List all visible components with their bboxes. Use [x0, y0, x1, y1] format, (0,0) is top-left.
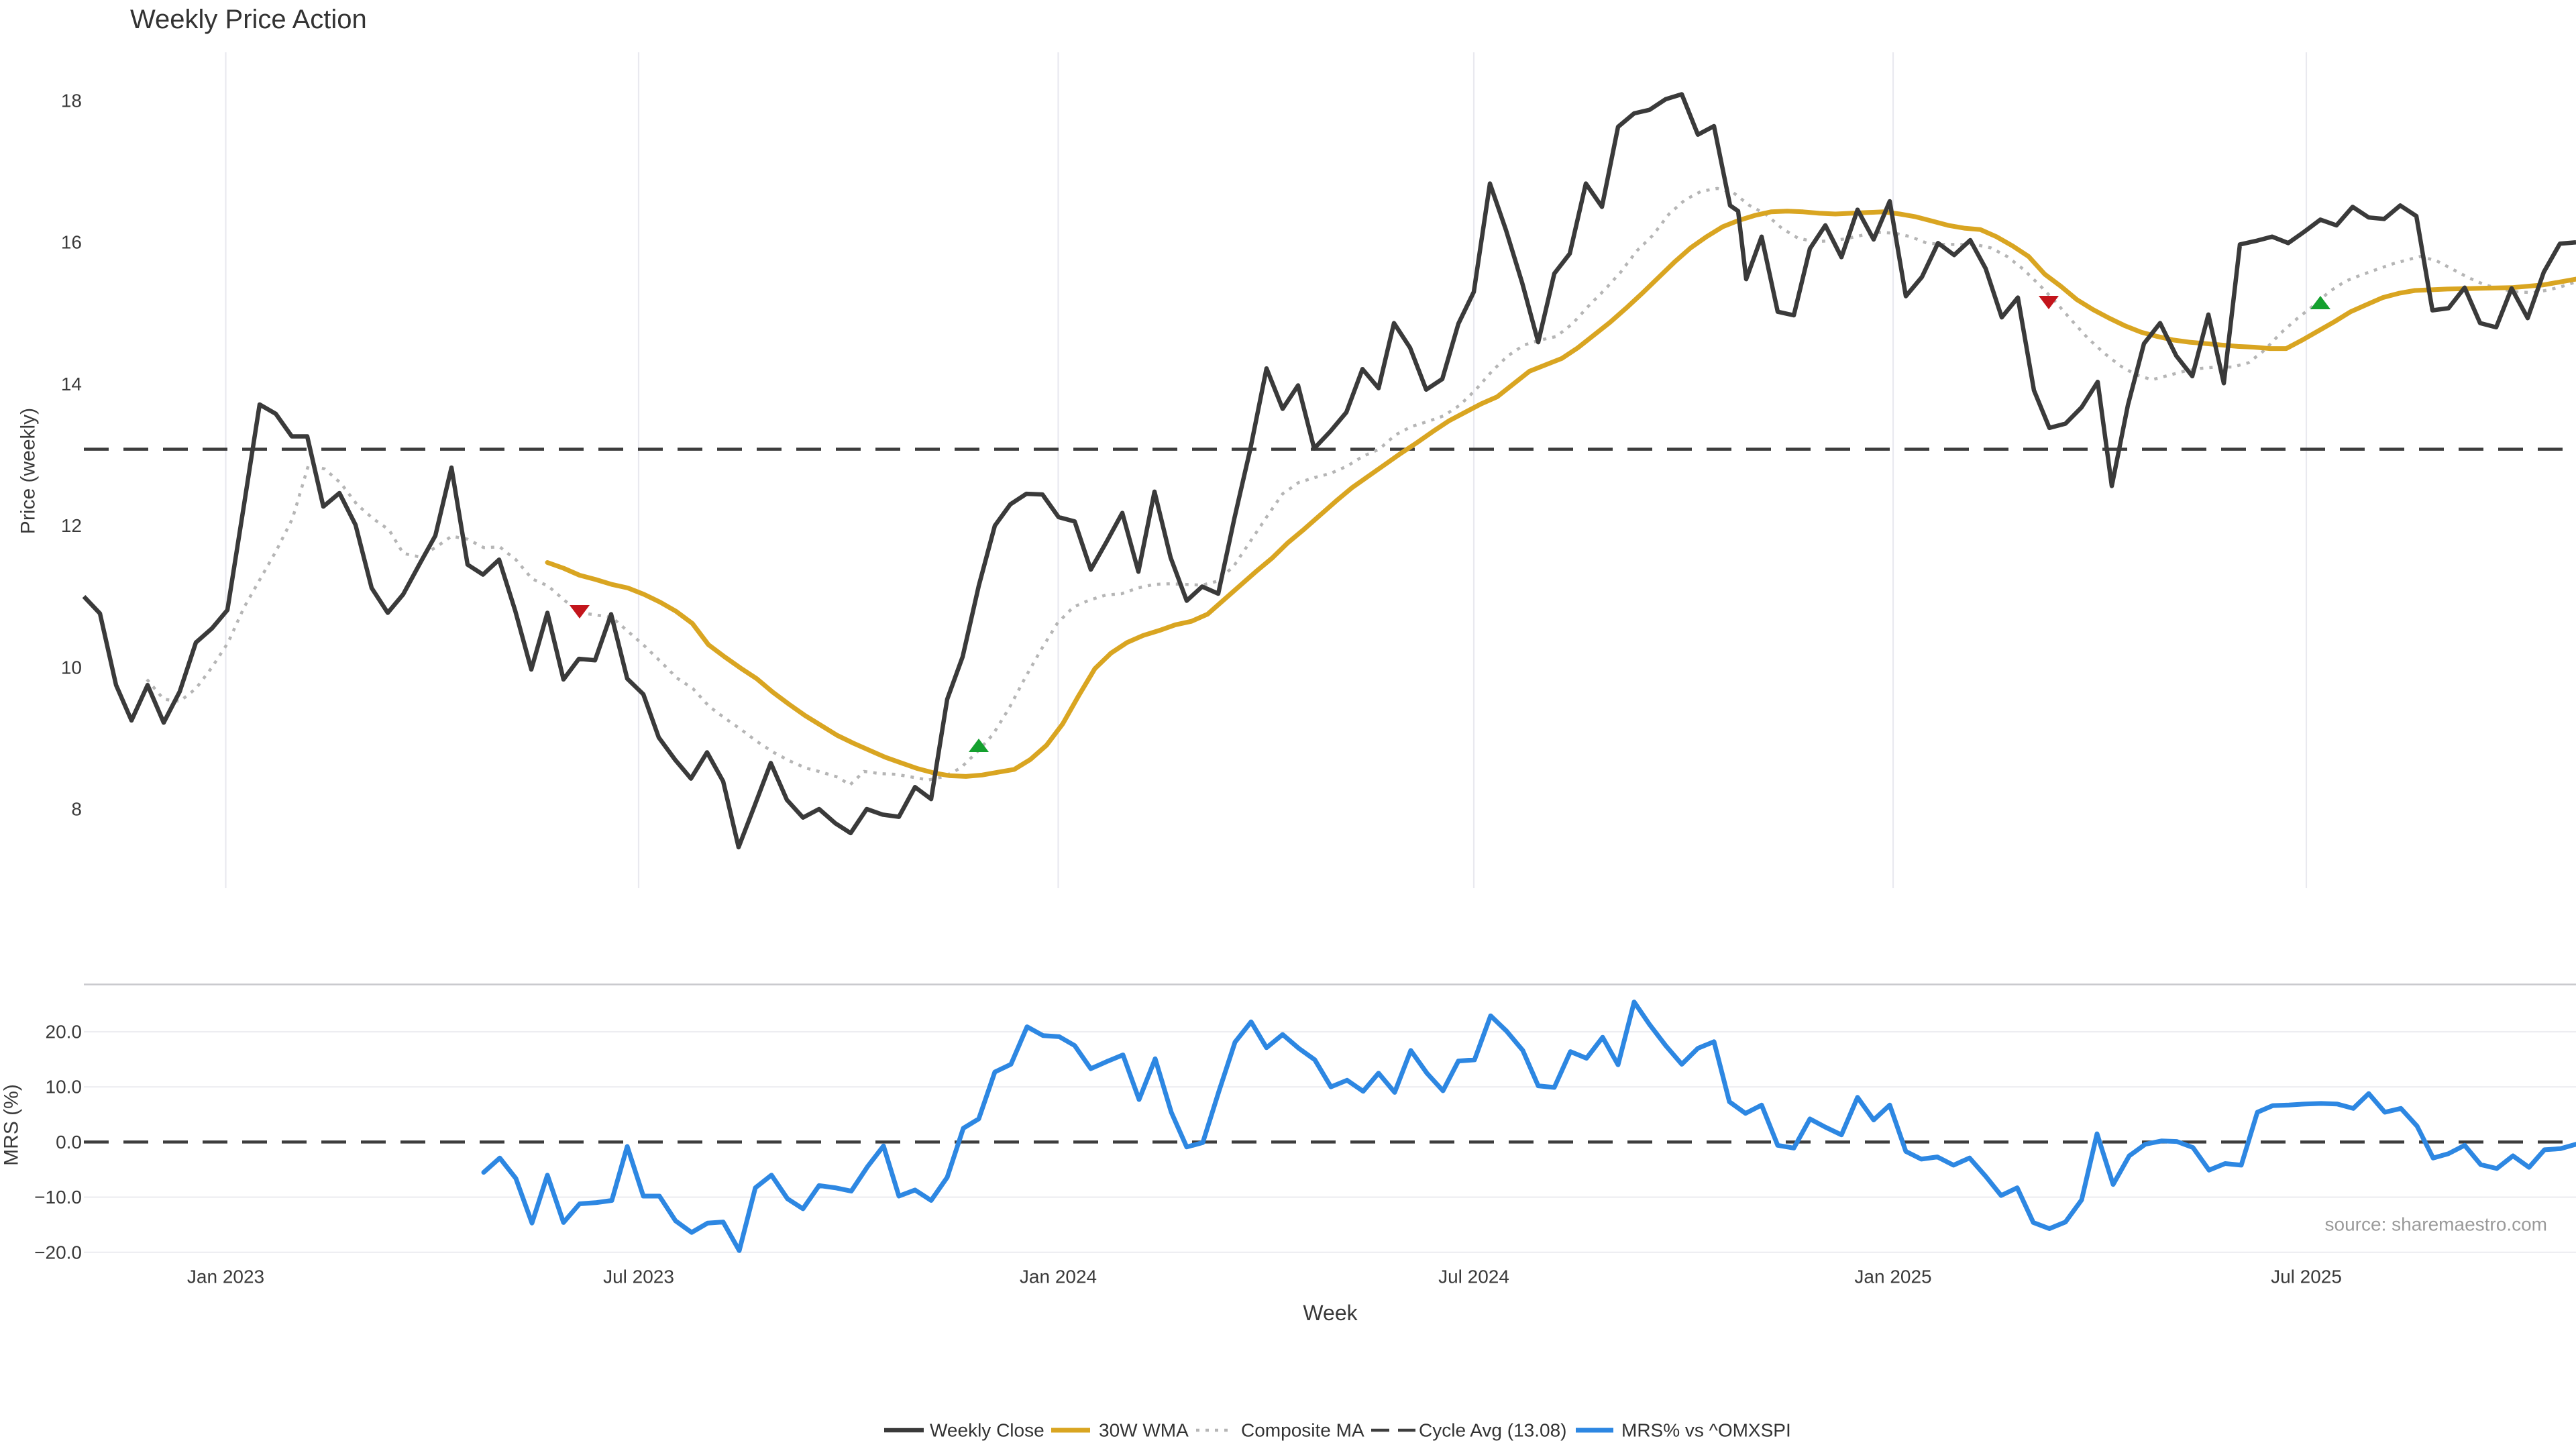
svg-text:Jan 2024: Jan 2024	[1020, 1267, 1097, 1287]
svg-text:10.0: 10.0	[46, 1077, 83, 1097]
svg-text:Jan 2023: Jan 2023	[187, 1267, 264, 1287]
svg-text:Composite MA: Composite MA	[1241, 1420, 1364, 1441]
svg-text:Jul 2024: Jul 2024	[1438, 1267, 1509, 1287]
svg-text:16: 16	[61, 232, 82, 253]
svg-text:MRS% vs ^OMXSPI: MRS% vs ^OMXSPI	[1621, 1420, 1791, 1441]
svg-text:source: sharemaestro.com: source: sharemaestro.com	[2325, 1214, 2547, 1235]
svg-text:12: 12	[61, 515, 82, 536]
svg-text:20.0: 20.0	[46, 1022, 83, 1042]
svg-text:Week: Week	[1303, 1301, 1358, 1325]
svg-text:Weekly Price Action: Weekly Price Action	[130, 5, 367, 34]
svg-text:18: 18	[61, 91, 82, 111]
svg-text:Price (weekly): Price (weekly)	[17, 408, 40, 534]
svg-text:Jan 2025: Jan 2025	[1854, 1267, 1931, 1287]
svg-text:MRS (%): MRS (%)	[1, 1084, 23, 1166]
svg-text:−20.0: −20.0	[34, 1242, 82, 1263]
svg-text:10: 10	[61, 657, 82, 678]
svg-text:30W WMA: 30W WMA	[1099, 1420, 1189, 1441]
svg-text:Jul 2025: Jul 2025	[2271, 1267, 2342, 1287]
svg-text:8: 8	[71, 799, 82, 820]
svg-text:Cycle Avg (13.08): Cycle Avg (13.08)	[1419, 1420, 1567, 1441]
svg-text:−10.0: −10.0	[34, 1187, 82, 1208]
svg-text:Jul 2023: Jul 2023	[603, 1267, 674, 1287]
svg-text:14: 14	[61, 374, 82, 394]
svg-text:0.0: 0.0	[56, 1132, 82, 1152]
svg-text:Weekly Close: Weekly Close	[930, 1420, 1044, 1441]
